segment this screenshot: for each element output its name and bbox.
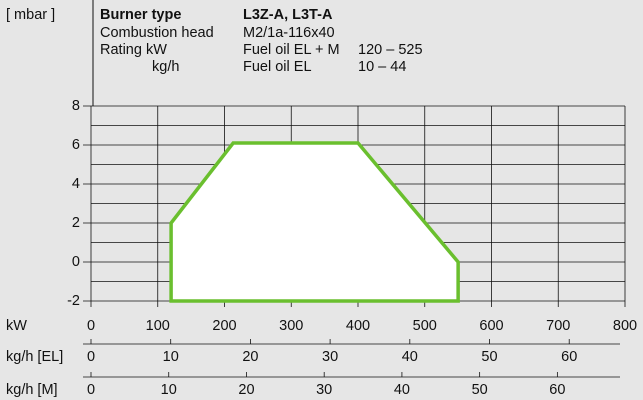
info-text: L3Z-A, L3T-A (243, 7, 333, 23)
x-tick-label: 400 (346, 318, 370, 334)
tick-label: 50 (481, 349, 497, 365)
axis-label: kg/h [EL] (6, 349, 63, 365)
tick-label: 0 (87, 382, 95, 398)
info-text: M2/1a-116x40 (243, 25, 335, 41)
info-text: Burner type (100, 7, 181, 23)
tick-label: 30 (316, 382, 332, 398)
x-tick-label: 500 (413, 318, 437, 334)
y-tick-label: 2 (72, 215, 80, 231)
axis-label: kg/h [M] (6, 382, 58, 398)
x-tick-label: 300 (279, 318, 303, 334)
y-tick-label: 6 (72, 137, 80, 153)
y-tick-label: 0 (72, 254, 80, 270)
y-tick-label: 4 (72, 176, 80, 192)
tick-label: 0 (87, 349, 95, 365)
info-text: 10 – 44 (358, 59, 406, 75)
tick-label: 20 (238, 382, 254, 398)
x-tick-label: 800 (613, 318, 637, 334)
x-tick-label: 600 (479, 318, 503, 334)
tick-label: 40 (402, 349, 418, 365)
info-text: Fuel oil EL + M (243, 42, 340, 58)
info-text: Combustion head (100, 25, 214, 41)
tick-label: 10 (161, 382, 177, 398)
tick-label: 50 (472, 382, 488, 398)
tick-label: 20 (242, 349, 258, 365)
y-tick-label: 8 (72, 98, 80, 114)
tick-label: 30 (322, 349, 338, 365)
y-axis-label: [ mbar ] (6, 7, 55, 23)
tick-label: 60 (561, 349, 577, 365)
x-tick-label: 0 (87, 318, 95, 334)
y-tick-label: -2 (67, 293, 80, 309)
working-field (169, 141, 460, 303)
x-axis-label: kW (6, 318, 27, 334)
info-text: kg/h (152, 59, 179, 75)
x-tick-label: 200 (212, 318, 236, 334)
info-text: Fuel oil EL (243, 59, 312, 75)
info-text: 120 – 525 (358, 42, 423, 58)
tick-label: 10 (163, 349, 179, 365)
tick-label: 40 (394, 382, 410, 398)
tick-label: 60 (549, 382, 565, 398)
info-text: Rating kW (100, 42, 167, 58)
x-tick-label: 100 (146, 318, 170, 334)
x-tick-label: 700 (546, 318, 570, 334)
